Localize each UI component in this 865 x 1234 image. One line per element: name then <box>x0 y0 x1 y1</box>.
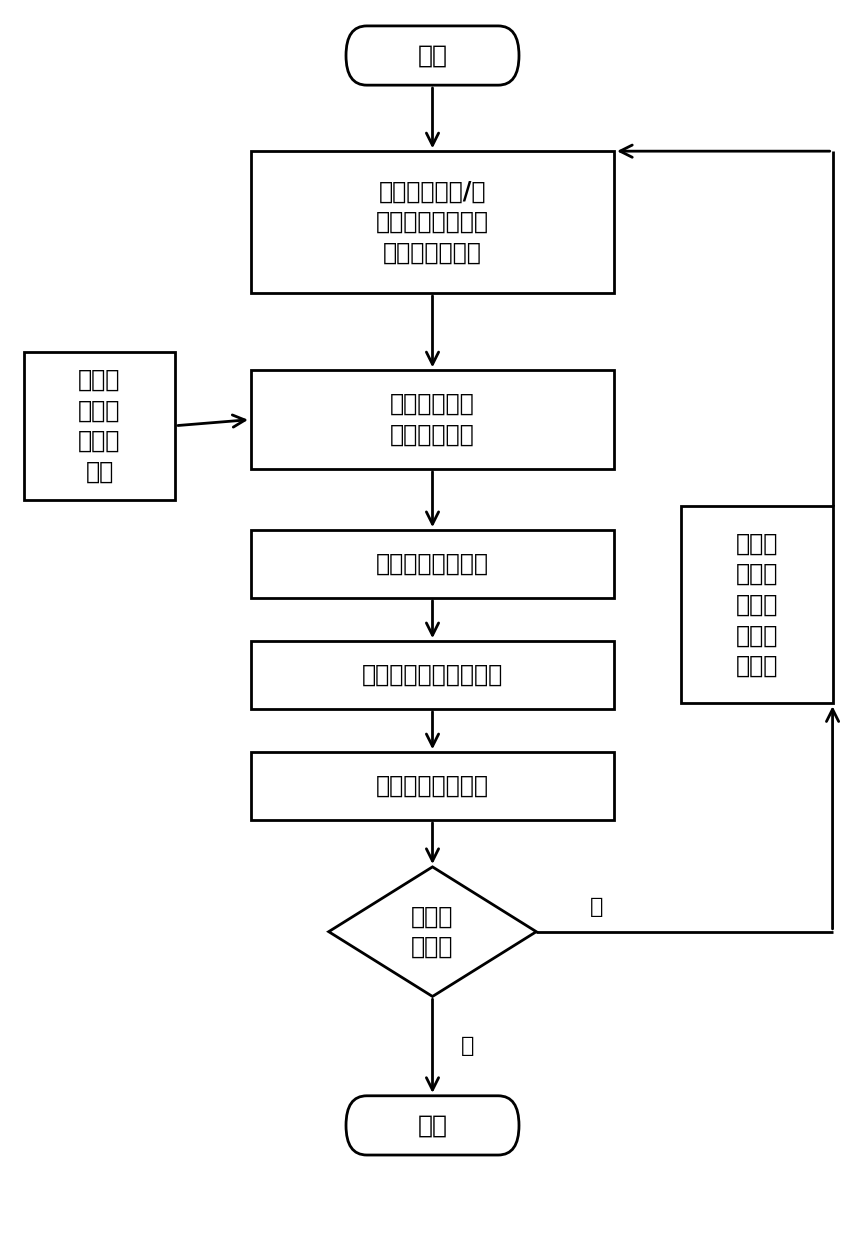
FancyBboxPatch shape <box>251 152 614 294</box>
Text: 数据处
理完毕: 数据处 理完毕 <box>412 905 453 959</box>
FancyBboxPatch shape <box>682 506 832 703</box>
Polygon shape <box>329 866 536 997</box>
Text: 修正一步预测均方误差: 修正一步预测均方误差 <box>362 663 503 687</box>
Text: 修正滤波增益矩阵: 修正滤波增益矩阵 <box>376 552 489 576</box>
FancyBboxPatch shape <box>346 26 519 85</box>
Text: 新息协方差限
定窗口平滑器: 新息协方差限 定窗口平滑器 <box>390 392 475 447</box>
Text: 修正捷
联惯导
系统输
出的导
航参数: 修正捷 联惯导 系统输 出的导 航参数 <box>736 532 778 677</box>
Text: 是: 是 <box>460 1037 474 1056</box>
Text: 估计当前时刻状态: 估计当前时刻状态 <box>376 774 489 798</box>
FancyBboxPatch shape <box>251 753 614 821</box>
Text: 建立捷联惯性/多
普勒组合导航系统
模型，并初始化: 建立捷联惯性/多 普勒组合导航系统 模型，并初始化 <box>376 179 489 265</box>
FancyBboxPatch shape <box>346 1096 519 1155</box>
FancyBboxPatch shape <box>251 642 614 708</box>
FancyBboxPatch shape <box>24 352 176 500</box>
Text: 否: 否 <box>590 897 604 917</box>
FancyBboxPatch shape <box>251 370 614 469</box>
Text: 开始: 开始 <box>418 43 447 68</box>
Text: 多普勒
系统提
供量测
信息: 多普勒 系统提 供量测 信息 <box>79 368 120 484</box>
FancyBboxPatch shape <box>251 529 614 597</box>
Text: 结束: 结束 <box>418 1113 447 1138</box>
